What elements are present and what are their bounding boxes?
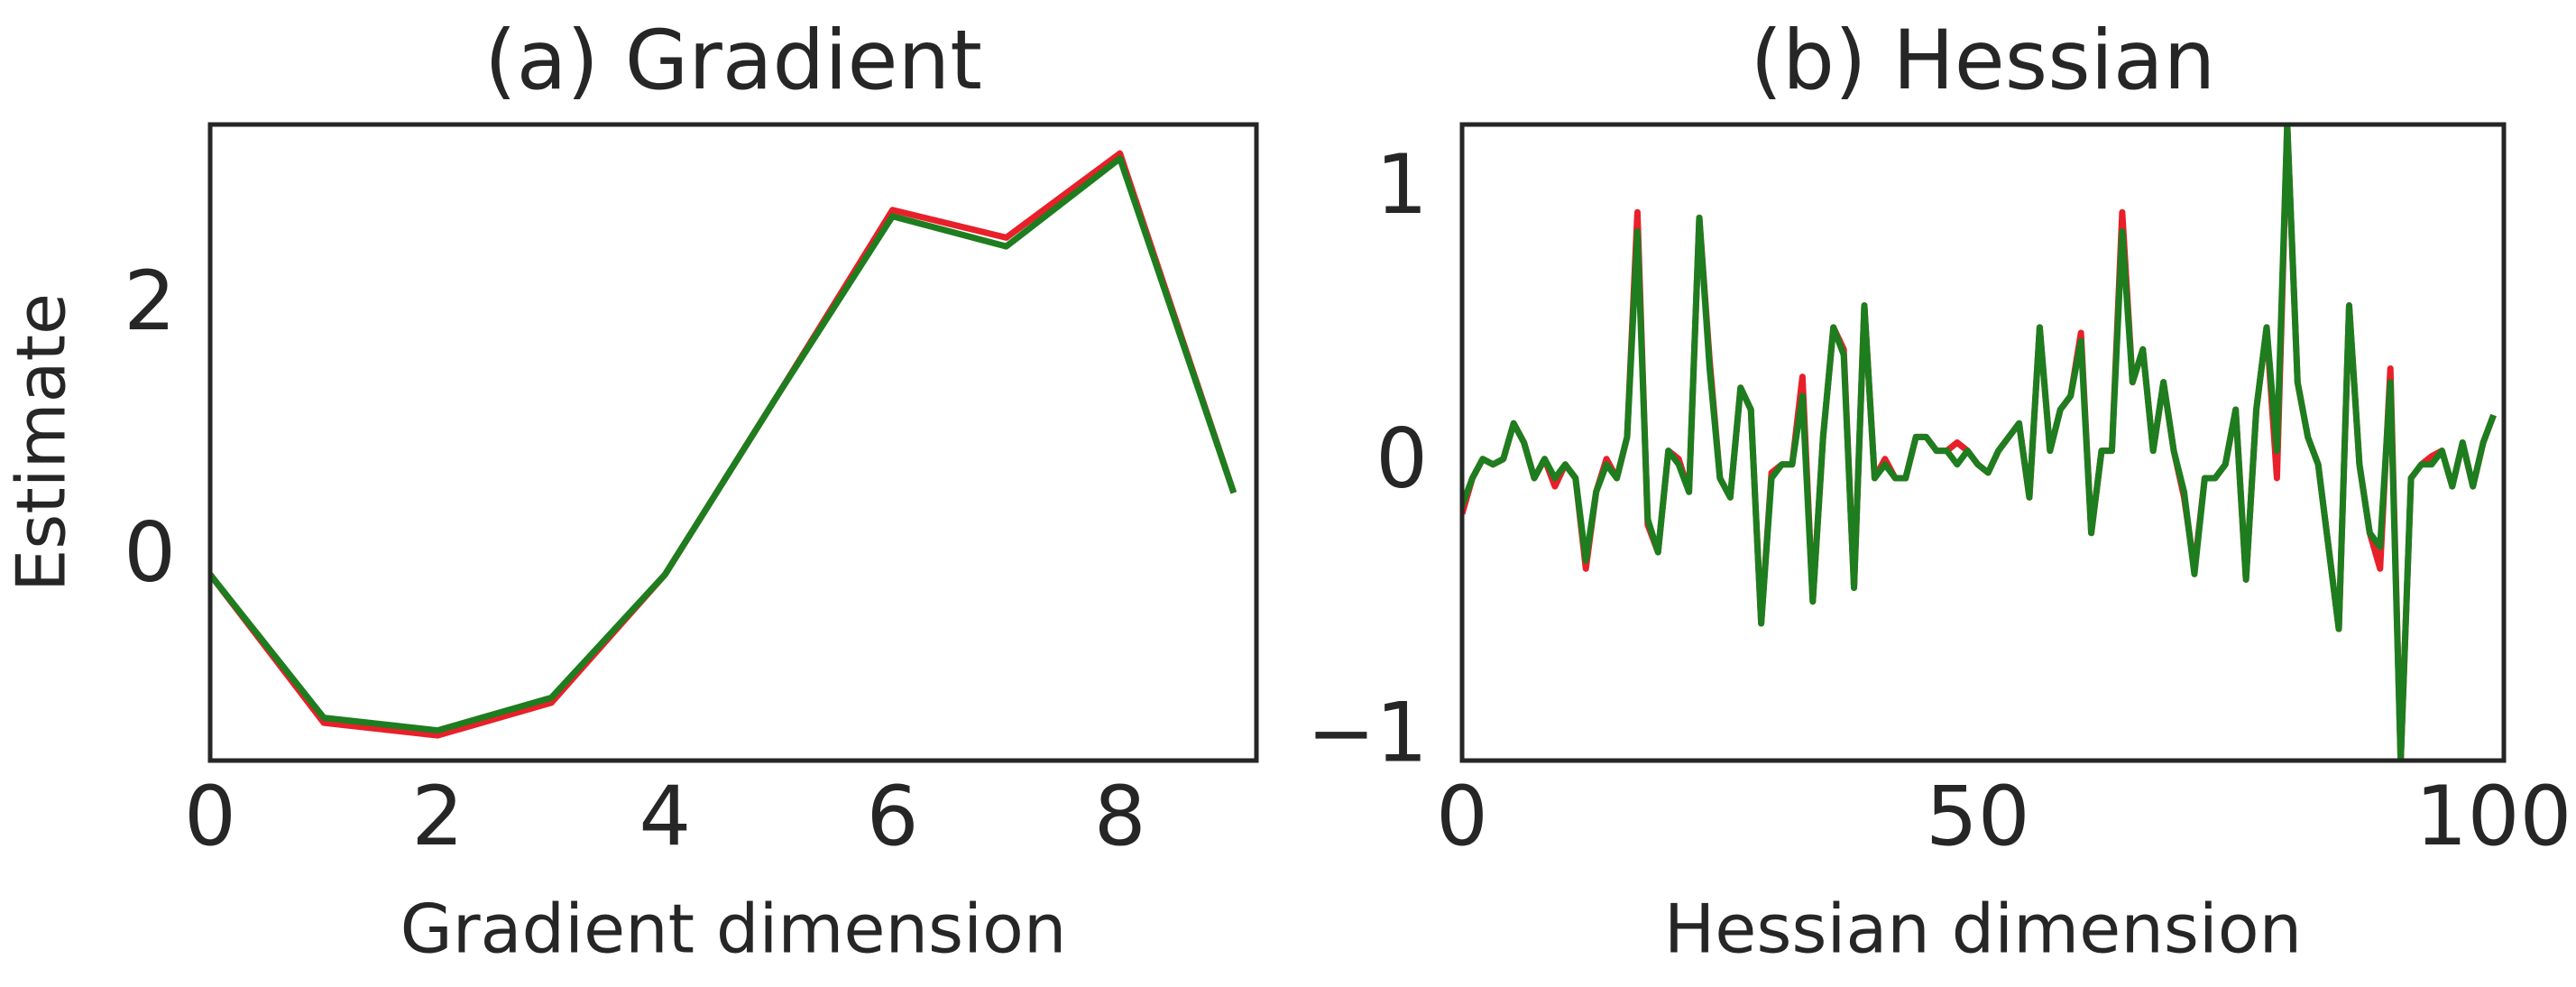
y-tick-label: 0	[1375, 412, 1428, 507]
x-tick-label: 100	[2415, 770, 2572, 864]
x-tick-label: 50	[1926, 770, 2030, 864]
x-axis-label: Gradient dimension	[400, 890, 1067, 969]
plot-frame	[207, 122, 1259, 763]
series-line	[210, 155, 1237, 734]
series-line	[210, 150, 1237, 739]
y-axis-label: Estimate	[2, 293, 81, 592]
x-axis-label: Hessian dimension	[1664, 890, 2302, 969]
x-tick-label: 0	[1436, 770, 1488, 864]
x-tick-label: 8	[1094, 770, 1146, 864]
x-tick-label: 0	[184, 770, 236, 864]
plot-lines	[210, 150, 1237, 739]
y-tick-label: 2	[124, 254, 176, 349]
chart-title: (b) Hessian	[1751, 14, 2216, 108]
y-tick-label: 1	[1375, 138, 1428, 233]
series-line	[1462, 125, 2497, 761]
series-line	[1462, 125, 2497, 761]
chart-title: (a) Gradient	[484, 14, 982, 108]
x-tick-label: 4	[639, 770, 691, 864]
x-tick-label: 6	[867, 770, 919, 864]
y-tick-label: 0	[124, 506, 176, 601]
x-tick-label: 2	[411, 770, 464, 864]
y-tick-label: −1	[1307, 687, 1428, 781]
plot-lines	[1462, 125, 2497, 761]
plot-frame	[1459, 122, 2507, 763]
